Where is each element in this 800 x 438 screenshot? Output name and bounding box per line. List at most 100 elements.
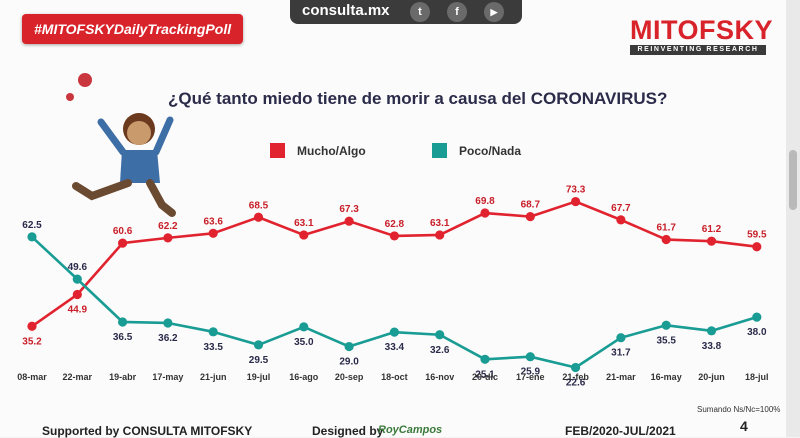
data-point (525, 352, 535, 362)
data-point (299, 322, 309, 332)
torso-shape (120, 150, 160, 183)
virus-icon (78, 73, 92, 87)
data-label: 44.9 (68, 305, 88, 316)
data-point (344, 341, 354, 352)
youtube-icon[interactable]: ▶ (484, 2, 504, 22)
data-point (27, 232, 37, 242)
virus-icon (66, 93, 74, 101)
data-label: 22.6 (566, 377, 586, 388)
plot-area: 35.2 44.9 60.6 62.2 63.6 68.5 63.1 67.3 62.8 63.1… (17, 185, 768, 389)
x-tick-label: 19-abr (109, 372, 137, 382)
x-tick-label: 21-mar (606, 372, 636, 382)
face-shape (127, 121, 151, 145)
data-point (389, 327, 399, 337)
data-point (118, 317, 128, 327)
data-point (163, 233, 173, 243)
x-tick-label: 21-feb (562, 372, 589, 382)
data-point (344, 216, 354, 226)
facebook-icon[interactable]: f (447, 2, 467, 22)
data-label: 63.1 (430, 218, 450, 229)
sum-note: Sumando Ns/Nc=100% (697, 405, 781, 414)
x-tick-label: 16-may (651, 372, 682, 382)
legend-swatch-teal (432, 143, 447, 158)
data-point (389, 231, 399, 241)
data-point (616, 215, 626, 225)
designed-by: Designed by (312, 424, 384, 438)
legend-label: Poco/Nada (459, 144, 522, 158)
data-point (480, 208, 490, 218)
x-tick-label: 08-mar (17, 372, 47, 382)
x-tick-label: 18-oct (381, 372, 408, 382)
data-label: 62.8 (385, 219, 405, 230)
data-point (208, 327, 218, 337)
x-tick-label: 20-sep (335, 372, 364, 382)
data-point (27, 321, 37, 331)
data-label: 68.5 (249, 200, 269, 211)
data-label: 31.7 (611, 348, 631, 359)
data-label: 62.5 (22, 220, 42, 231)
running-figure-illustration (66, 73, 176, 217)
logo-main: MITOFSKY (630, 15, 774, 45)
data-point (118, 238, 128, 248)
data-label: 33.4 (385, 342, 405, 353)
x-tick-label: 17-ene (516, 372, 545, 382)
chart-title: ¿Qué tanto miedo tiene de morir a causa … (168, 89, 668, 108)
data-label: 29.5 (249, 355, 269, 366)
leg-shape (72, 179, 132, 201)
data-point (253, 340, 264, 350)
data-label: 60.6 (113, 226, 133, 237)
arm-shape (97, 118, 127, 156)
twitter-icon[interactable]: t (410, 2, 430, 22)
designer-signature: RoyCampos (378, 424, 443, 436)
page-number: 4 (740, 418, 748, 434)
scrollbar-thumb[interactable] (789, 150, 797, 210)
legend-label: Mucho/Algo (297, 144, 366, 158)
data-point (571, 362, 581, 373)
supported-by: Supported by CONSULTA MITOFSKY (42, 424, 253, 438)
data-label: 25.1 (475, 369, 495, 380)
data-point (253, 212, 264, 222)
site-link[interactable]: consulta.mx (302, 2, 390, 19)
data-point (661, 234, 671, 245)
data-point (616, 333, 626, 343)
x-tick-label: 16-nov (425, 372, 454, 382)
data-point (706, 236, 717, 246)
data-label: 73.3 (566, 185, 586, 196)
data-label: 62.2 (158, 221, 178, 232)
x-tick-label: 20-dic (472, 372, 498, 382)
data-point (72, 274, 82, 284)
data-label: 36.5 (113, 332, 133, 343)
data-point (435, 330, 445, 340)
data-label: 68.7 (521, 200, 541, 211)
data-point (208, 228, 218, 238)
data-label: 63.1 (294, 218, 314, 229)
data-label: 61.2 (702, 224, 722, 235)
scrollbar[interactable] (786, 0, 800, 437)
data-label: 63.6 (203, 216, 223, 227)
data-label: 69.8 (475, 196, 495, 207)
data-label: 59.5 (747, 230, 767, 241)
data-point (299, 230, 309, 240)
legend-item-mucho-algo: Mucho/Algo (270, 143, 366, 158)
data-label: 33.8 (702, 341, 722, 352)
x-tick-label: 16-ago (289, 372, 319, 382)
data-label: 38.0 (747, 327, 767, 338)
x-tick-label: 20-jun (698, 372, 725, 382)
x-tick-label: 22-mar (63, 372, 93, 382)
data-point (661, 320, 671, 330)
x-tick-label: 19-jul (247, 372, 271, 382)
data-label: 35.2 (22, 336, 42, 347)
x-tick-label: 21-jun (200, 372, 227, 382)
legend-swatch-red (270, 143, 285, 158)
data-label: 33.5 (203, 342, 223, 353)
data-point (752, 242, 762, 252)
data-label: 32.6 (430, 345, 450, 356)
data-point (72, 289, 82, 300)
data-label: 67.7 (611, 203, 631, 214)
data-point (706, 326, 717, 336)
leg-shape (146, 179, 176, 217)
data-label: 35.0 (294, 337, 314, 348)
data-point (163, 318, 173, 328)
date-range: FEB/2020-JUL/2021 (565, 424, 676, 438)
